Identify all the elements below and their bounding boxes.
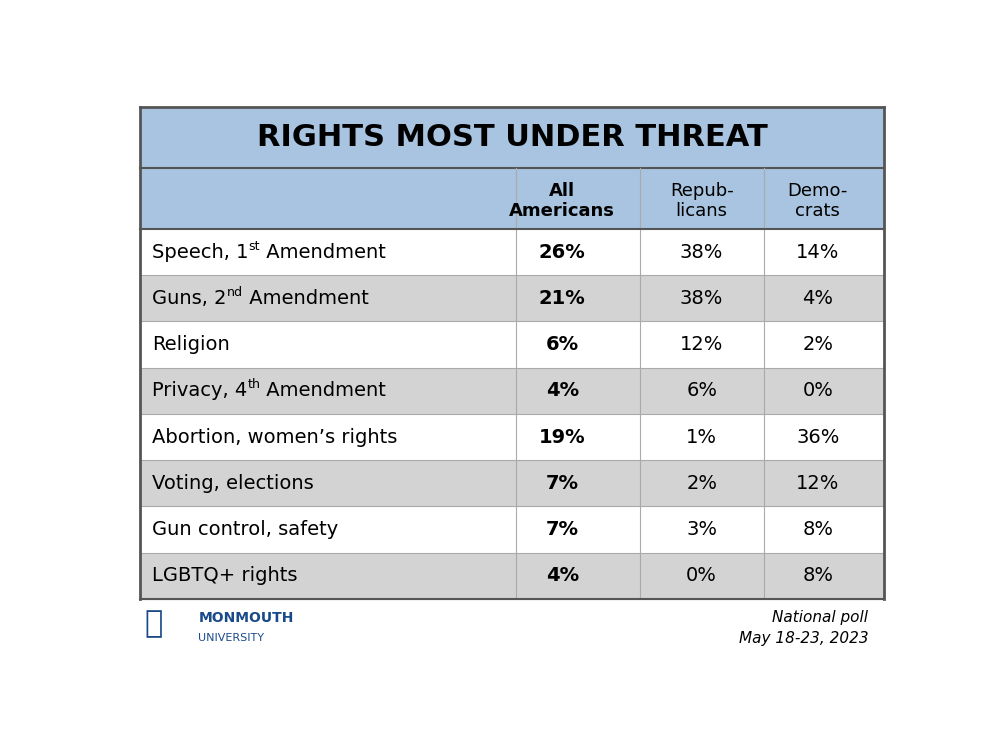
Text: 12%: 12% <box>796 474 839 493</box>
Text: Amendment: Amendment <box>260 243 386 261</box>
Bar <box>140 107 883 168</box>
Text: th: th <box>247 379 260 391</box>
Text: 2%: 2% <box>686 474 717 493</box>
Bar <box>140 321 883 368</box>
Text: 1%: 1% <box>686 427 717 447</box>
Text: LGBTQ+ rights: LGBTQ+ rights <box>152 566 298 585</box>
Text: Guns, 2: Guns, 2 <box>152 289 227 308</box>
Text: 14%: 14% <box>796 243 839 261</box>
Text: Amendment: Amendment <box>243 289 369 308</box>
Text: 7%: 7% <box>545 474 578 493</box>
Text: 26%: 26% <box>538 243 585 261</box>
Text: st: st <box>249 240 260 252</box>
Bar <box>140 414 883 460</box>
Text: 8%: 8% <box>802 566 833 585</box>
Text: Speech, 1: Speech, 1 <box>152 243 249 261</box>
Text: 0%: 0% <box>686 566 717 585</box>
Text: 🏛: 🏛 <box>144 609 163 638</box>
Text: Religion: Religion <box>152 335 230 354</box>
Text: 38%: 38% <box>680 243 723 261</box>
Text: licans: licans <box>675 202 727 220</box>
Text: National poll: National poll <box>772 610 868 625</box>
Text: 3%: 3% <box>686 520 717 539</box>
Text: Gun control, safety: Gun control, safety <box>152 520 339 539</box>
Text: 19%: 19% <box>539 427 585 447</box>
Text: Amendment: Amendment <box>260 382 386 400</box>
Text: 4%: 4% <box>545 566 578 585</box>
Bar <box>140 460 883 506</box>
Text: Abortion, women’s rights: Abortion, women’s rights <box>152 427 398 447</box>
Bar <box>140 506 883 553</box>
Text: nd: nd <box>227 286 243 299</box>
Text: 6%: 6% <box>686 382 717 400</box>
Text: All: All <box>549 182 575 200</box>
Bar <box>140 275 883 321</box>
Bar <box>140 229 883 275</box>
Text: 38%: 38% <box>680 289 723 308</box>
Text: 0%: 0% <box>802 382 833 400</box>
Text: MONMOUTH: MONMOUTH <box>199 611 294 625</box>
Bar <box>140 368 883 414</box>
Text: 6%: 6% <box>545 335 578 354</box>
Text: Repub-: Repub- <box>669 182 733 200</box>
Text: Demo-: Demo- <box>787 182 848 200</box>
Text: May 18-23, 2023: May 18-23, 2023 <box>738 631 868 646</box>
Text: Privacy, 4: Privacy, 4 <box>152 382 247 400</box>
Text: 4%: 4% <box>802 289 833 308</box>
Text: 36%: 36% <box>796 427 839 447</box>
Text: 7%: 7% <box>545 520 578 539</box>
Bar <box>140 168 883 229</box>
Text: UNIVERSITY: UNIVERSITY <box>199 633 265 644</box>
Text: 2%: 2% <box>802 335 833 354</box>
Text: Voting, elections: Voting, elections <box>152 474 314 493</box>
Text: crats: crats <box>795 202 840 220</box>
Text: 4%: 4% <box>545 382 578 400</box>
Bar <box>140 553 883 599</box>
Text: 21%: 21% <box>538 289 585 308</box>
Text: RIGHTS MOST UNDER THREAT: RIGHTS MOST UNDER THREAT <box>257 123 767 152</box>
Text: 12%: 12% <box>680 335 723 354</box>
Text: Americans: Americans <box>509 202 615 220</box>
Text: 8%: 8% <box>802 520 833 539</box>
